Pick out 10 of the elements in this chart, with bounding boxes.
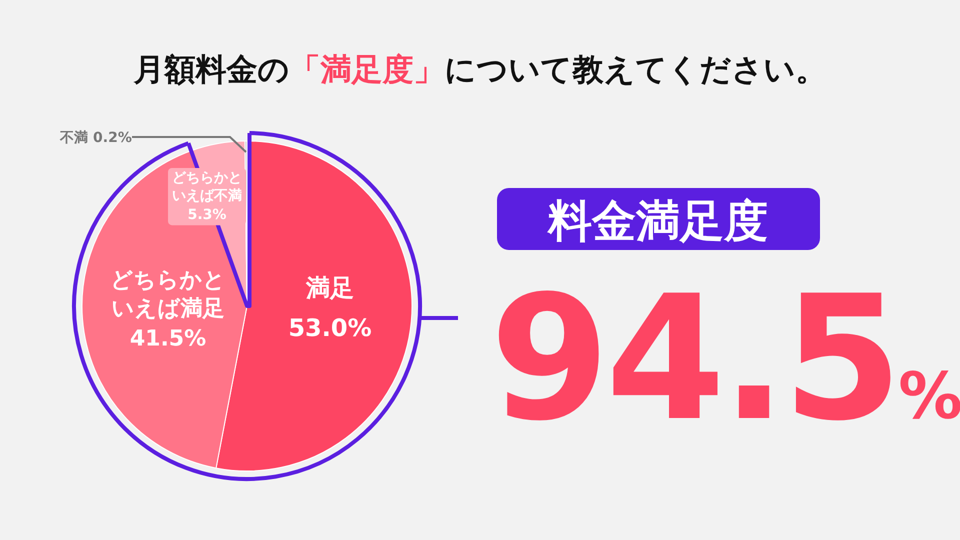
slice-label: 満足 [305, 274, 354, 302]
slice-label: 不満 0.2% [59, 130, 132, 146]
slice-label: どちらかといえば不満 [172, 170, 242, 204]
data-label: 53.0% [288, 314, 372, 342]
text: 月額料金の「満足度」について教えてください。 [132, 52, 826, 88]
text: 料金満足度 [547, 196, 768, 247]
text: 94.5% [490, 258, 960, 459]
slice-label: どちらかといえば満足 [110, 268, 226, 322]
data-label: 41.5% [130, 326, 206, 352]
data-label: 5.3% [188, 207, 226, 224]
